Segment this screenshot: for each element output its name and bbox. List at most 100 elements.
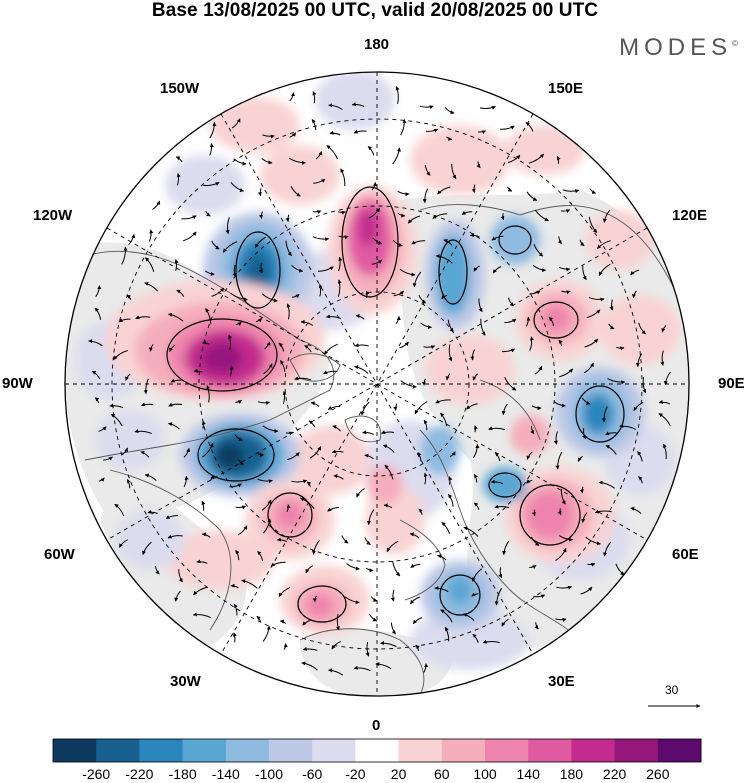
wind-vector xyxy=(263,363,273,375)
lon-label-120w: 120W xyxy=(33,207,73,224)
wind-vector xyxy=(205,210,211,217)
wind-vector xyxy=(235,399,242,404)
wind-vector xyxy=(327,507,339,512)
wind-vector xyxy=(407,215,421,224)
wind-vector xyxy=(328,103,343,110)
wind-vector xyxy=(638,476,643,484)
colorbar-tick-label: -20 xyxy=(345,766,366,782)
lon-label-180: 180 xyxy=(364,36,390,53)
wind-vector xyxy=(585,536,601,546)
wind-vector xyxy=(371,259,383,265)
wind-vector xyxy=(262,425,279,434)
wind-vector xyxy=(338,235,349,240)
colorbar-segment xyxy=(139,739,184,762)
wind-vector xyxy=(168,312,184,322)
lon-label-30w: 30W xyxy=(170,673,201,690)
wind-vector xyxy=(560,488,566,505)
colorbar-segment xyxy=(53,739,97,762)
wind-vector xyxy=(152,200,161,210)
lon-label-150w: 150W xyxy=(160,80,200,97)
wind-vector xyxy=(663,371,671,386)
wind-vector xyxy=(476,161,481,169)
wind-vector xyxy=(176,289,185,297)
lon-label-150e: 150E xyxy=(548,80,584,97)
wind-vector xyxy=(302,619,312,626)
wind-vector xyxy=(170,378,182,383)
wind-vector xyxy=(94,397,100,404)
wind-vector xyxy=(270,561,286,567)
wind-vector xyxy=(482,639,500,644)
wind-vector xyxy=(286,504,291,513)
wind-vector xyxy=(279,360,286,372)
wind-vector xyxy=(548,316,555,326)
wind-vector xyxy=(660,350,665,366)
wind-vector xyxy=(121,447,128,456)
wind-vector xyxy=(126,294,132,300)
wind-vector xyxy=(338,256,343,272)
wind-vector xyxy=(478,130,486,135)
colorbar-tick-label: -260 xyxy=(82,766,111,782)
lon-label-0: 0 xyxy=(372,717,381,734)
wind-vector xyxy=(193,368,203,373)
wind-vector xyxy=(471,184,476,193)
colorbar-tick-label: -140 xyxy=(211,766,240,782)
wind-vector xyxy=(285,431,294,436)
wind-vector xyxy=(474,425,478,433)
wind-vector xyxy=(311,119,317,131)
wind-vector xyxy=(422,188,429,204)
wind-vector xyxy=(662,443,667,460)
wind-vector xyxy=(471,592,479,597)
wind-vector xyxy=(331,449,344,454)
wind-vector xyxy=(312,236,329,242)
wind-vector xyxy=(364,537,371,546)
wind-vector xyxy=(128,233,136,246)
wind-vector xyxy=(558,535,574,542)
wind-vector xyxy=(312,210,322,215)
contours xyxy=(166,186,625,623)
wind-vector xyxy=(261,158,273,165)
wind-vector xyxy=(605,431,617,436)
wind-vector xyxy=(328,668,344,676)
wind-vector xyxy=(558,339,563,347)
colorbar-tick-label: 20 xyxy=(390,766,407,782)
wind-vector xyxy=(525,121,534,132)
wind-vector xyxy=(473,265,480,272)
wind-vector xyxy=(530,536,540,546)
wind-vector xyxy=(466,403,478,410)
wind-vector xyxy=(498,567,503,579)
wind-vector xyxy=(368,613,378,622)
wind-vector xyxy=(607,378,626,385)
wind-vector xyxy=(399,268,416,277)
wind-vector xyxy=(209,143,214,156)
wind-vector xyxy=(201,532,211,538)
wind-vector xyxy=(286,303,291,320)
wind-vector xyxy=(421,378,426,386)
wind-vector xyxy=(306,481,312,488)
colorbar-tick-label: 140 xyxy=(516,766,540,782)
wind-vector xyxy=(381,430,395,434)
wind-vector xyxy=(437,186,451,195)
wind-vector xyxy=(423,419,428,431)
wind-vector xyxy=(602,209,611,223)
wind-vector xyxy=(588,216,598,233)
colorbar-segment xyxy=(571,739,616,762)
wind-vector xyxy=(209,121,217,139)
wind-vector xyxy=(423,472,428,485)
wind-vector xyxy=(637,451,643,462)
wind-vector xyxy=(581,397,591,405)
wind-vector xyxy=(531,405,542,411)
wind-vector xyxy=(141,402,154,407)
brand-mark: © xyxy=(732,39,738,48)
wind-vector xyxy=(448,476,453,485)
wind-vector xyxy=(257,188,262,197)
wind-vector xyxy=(289,132,297,138)
wind-vector xyxy=(504,318,517,324)
wind-vector xyxy=(586,309,601,319)
lon-label-90e: 90E xyxy=(718,375,745,392)
wind-vector xyxy=(491,235,504,241)
wind-vector xyxy=(317,266,334,272)
wind-vector xyxy=(211,240,220,250)
colorbar-segment xyxy=(96,739,140,762)
wind-vector xyxy=(337,279,342,297)
wind-vector xyxy=(557,156,561,164)
